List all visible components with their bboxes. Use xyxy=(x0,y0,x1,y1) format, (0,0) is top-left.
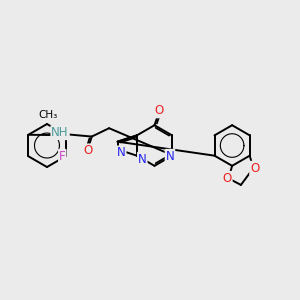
Text: O: O xyxy=(84,144,93,158)
Text: NH: NH xyxy=(51,126,69,139)
Text: CH₃: CH₃ xyxy=(39,110,58,120)
Text: O: O xyxy=(250,162,260,175)
Text: N: N xyxy=(166,150,174,163)
Text: N: N xyxy=(138,153,147,166)
Text: F: F xyxy=(59,150,66,163)
Text: O: O xyxy=(154,104,164,117)
Text: N: N xyxy=(117,146,125,160)
Text: O: O xyxy=(222,172,232,185)
